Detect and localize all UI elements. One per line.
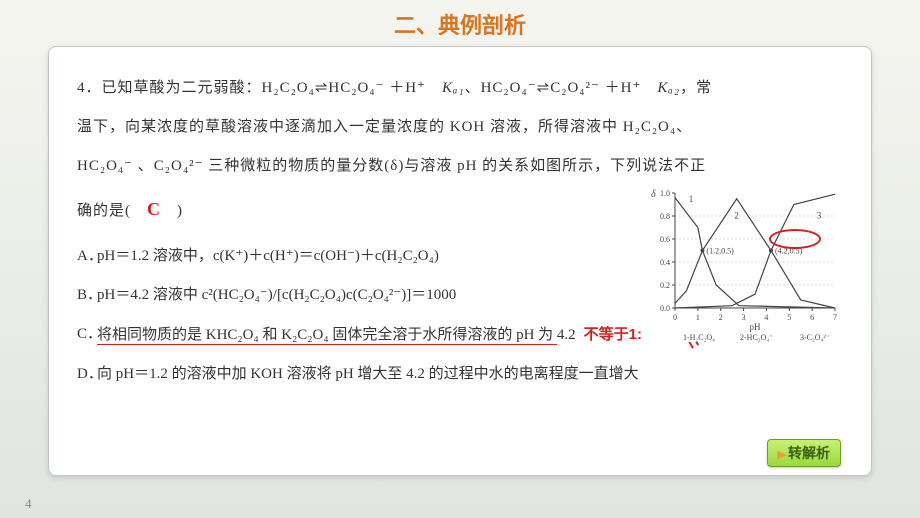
svg-text:2: 2 (734, 210, 739, 220)
stem-4-post: ) (161, 203, 183, 219)
stem-4-pre: 确的是( (77, 203, 147, 219)
svg-text:2: 2 (719, 313, 723, 322)
svg-text:3-C₂O₄²⁻: 3-C₂O₄²⁻ (800, 333, 830, 342)
svg-text:7: 7 (833, 313, 837, 322)
svg-text:1: 1 (689, 194, 694, 204)
question-number: 4 (77, 80, 86, 96)
answer-letter: C (147, 199, 161, 219)
svg-text:0.2: 0.2 (660, 281, 670, 290)
go-solution-button[interactable]: 转解析 (767, 439, 841, 467)
svg-text:2-HC₂O₄⁻: 2-HC₂O₄⁻ (740, 333, 773, 342)
svg-text:(4.2,0.5): (4.2,0.5) (775, 247, 803, 256)
stem-2: 温下，向某浓度的草酸溶液中逐滴加入一定量浓度的 KOH 溶液，所得溶液中 H₂C… (77, 119, 692, 135)
svg-text:0.8: 0.8 (660, 212, 670, 221)
option-b-text: pH＝4.2 溶液中 c²(HC₂O₄⁻)/[c(H₂C₂O₄)c(C₂O₄²⁻… (97, 287, 456, 303)
ka1: Kₐ₁ (442, 80, 465, 96)
page-number: 4 (25, 496, 32, 512)
option-b-label: B． (77, 276, 102, 315)
svg-text:5: 5 (787, 313, 791, 322)
svg-text:0.6: 0.6 (660, 235, 670, 244)
option-c-label: C． (77, 315, 102, 354)
question-card: 4．已知草酸为二元弱酸：H₂C₂O₄⇌HC₂O₄⁻ ＋H⁺ Kₐ₁、HC₂O₄⁻… (48, 46, 872, 476)
svg-text:0.4: 0.4 (660, 258, 670, 267)
svg-text:6: 6 (810, 313, 814, 322)
chart-svg: 0.0 0.2 0.4 0.6 0.8 1.0 0 1 2 3 4 5 6 7 pH δ 1 2 3 (1.2,0.5… (641, 187, 841, 342)
svg-text:0.0: 0.0 (660, 304, 670, 313)
ka2: Kₐ₂ (657, 80, 680, 96)
svg-text:3: 3 (817, 210, 822, 220)
stem-3: HC₂O₄⁻ 、C₂O₄²⁻ 三种微粒的物质的量分数(δ)与溶液 pH 的关系如… (77, 158, 706, 174)
svg-text:1-H₂C₂O₄: 1-H₂C₂O₄ (683, 333, 715, 342)
option-a-label: A． (77, 237, 103, 276)
svg-text:1: 1 (696, 313, 700, 322)
svg-text:1.0: 1.0 (660, 189, 670, 198)
svg-text:(1.2,0.5): (1.2,0.5) (706, 247, 734, 256)
option-c-text: 将相同物质的是 KHC₂O₄ 和 K₂C₂O₄ 固体完全溶于水所得溶液的 pH … (97, 327, 557, 345)
stem-1a: ．已知草酸为二元弱酸：H₂C₂O₄⇌HC₂O₄⁻ ＋H⁺ (86, 80, 442, 96)
svg-text:pH: pH (750, 322, 762, 332)
svg-text:4: 4 (764, 313, 768, 322)
stem-1b: 、HC₂O₄⁻⇌C₂O₄²⁻ ＋H⁺ (465, 80, 658, 96)
option-c-value: 4.2 (557, 327, 576, 343)
option-a-text: pH＝1.2 溶液中，c(K⁺)＋c(H⁺)＝c(OH⁻)＋c(H₂C₂O₄) (97, 248, 439, 264)
svg-text:0: 0 (673, 313, 677, 322)
section-title: 二、典例剖析 (0, 0, 920, 46)
option-d-text: 向 pH＝1.2 的溶液中加 KOH 溶液将 pH 增大至 4.2 的过程中水的… (97, 366, 639, 382)
stem-1c: ，常 (680, 80, 712, 96)
option-d: D．向 pH＝1.2 的溶液中加 KOH 溶液将 pH 增大至 4.2 的过程中… (77, 355, 843, 394)
option-d-label: D． (77, 355, 103, 394)
svg-text:δ: δ (651, 189, 656, 200)
svg-text:3: 3 (742, 313, 746, 322)
distribution-chart: 0.0 0.2 0.4 0.6 0.8 1.0 0 1 2 3 4 5 6 7 pH δ 1 2 3 (1.2,0.5… (641, 187, 841, 342)
